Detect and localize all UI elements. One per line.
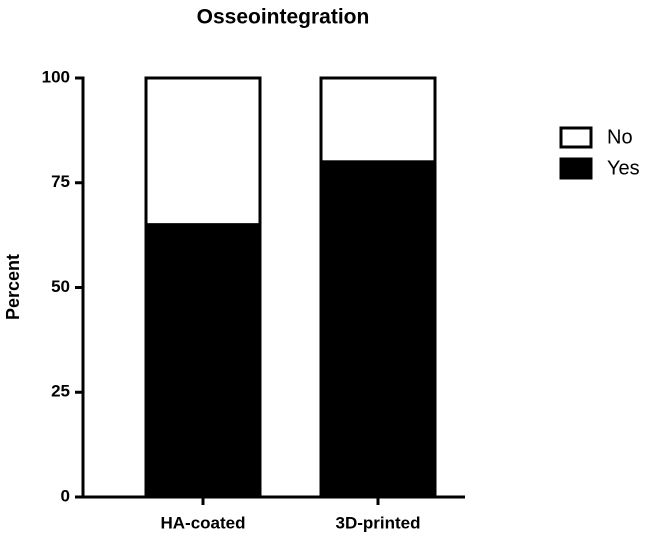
y-tick-label: 0 — [61, 486, 70, 505]
y-tick-label: 50 — [51, 277, 70, 296]
y-axis-label: Percent — [3, 254, 23, 320]
legend-label: Yes — [607, 157, 640, 179]
y-tick-label: 100 — [42, 67, 70, 86]
bar-segment — [319, 76, 437, 164]
x-tick-label: 3D-printed — [336, 513, 421, 532]
x-tick-label: HA-coated — [160, 513, 245, 532]
bar-segment — [144, 76, 262, 227]
chart-title: Osseointegration — [197, 6, 370, 29]
legend-swatch — [559, 126, 593, 149]
legend-swatch — [559, 157, 593, 180]
y-tick-label: 25 — [51, 382, 70, 401]
bar-segment — [319, 160, 437, 499]
bar-segment — [144, 223, 262, 499]
y-tick-label: 75 — [51, 172, 70, 191]
legend-label: No — [607, 126, 633, 148]
